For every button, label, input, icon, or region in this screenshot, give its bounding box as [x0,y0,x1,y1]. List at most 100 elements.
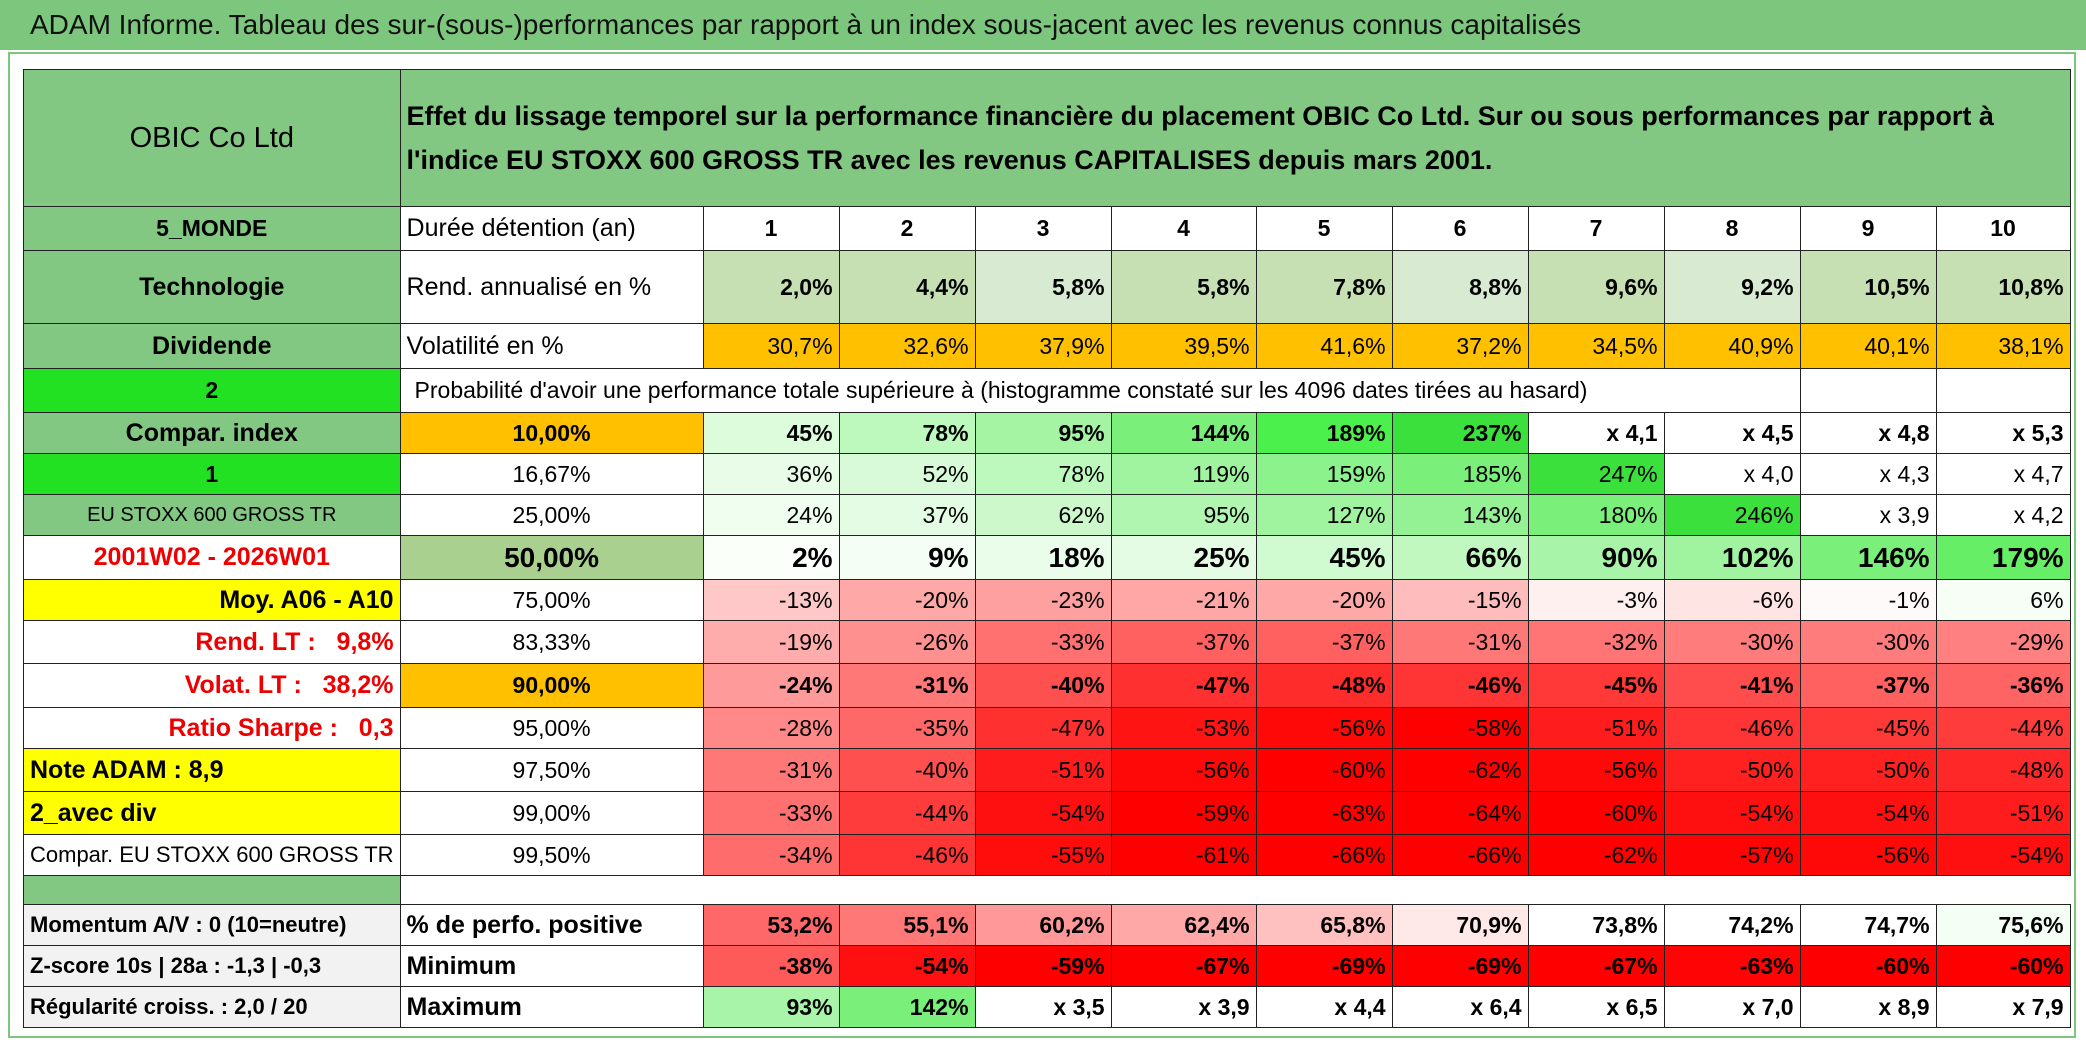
column-header: 3 [974,206,1112,251]
row-label: Compar. EU STOXX 600 GROSS TR [23,834,401,876]
row-label: Compar. index [23,412,401,454]
row-label: Note ADAM : 8,9 [23,748,401,792]
value-cell: x 3,9 [1110,986,1257,1028]
value-cell: x 3,5 [974,986,1112,1028]
value-cell: -54% [838,945,976,987]
value-cell: 2% [702,535,840,580]
column-header: 8 [1663,206,1801,251]
row-name: 97,50% [399,748,704,792]
row-name: Maximum [399,986,704,1028]
column-header: 6 [1391,206,1529,251]
value-cell: 179% [1935,535,2071,580]
column-header: 5 [1255,206,1393,251]
value-cell: -69% [1255,945,1393,987]
value-cell: 8,8% [1391,250,1529,324]
column-header: 4 [1110,206,1257,251]
value-cell: x 5,3 [1935,412,2071,454]
row-label: EU STOXX 600 GROSS TR [23,494,401,536]
value-cell: 73,8% [1527,904,1665,946]
row-label: Volat. LT : 38,2% [23,663,401,708]
value-cell: -69% [1391,945,1529,987]
row-label: Rend. LT : 9,8% [23,620,401,664]
value-cell: -47% [1110,663,1257,708]
value-cell: 25% [1110,535,1257,580]
value-cell: -38% [702,945,840,987]
value-cell: -30% [1663,620,1801,664]
value-cell: 119% [1110,453,1257,495]
row-label: 2001W02 - 2026W01 [23,535,401,580]
value-cell: 10,8% [1935,250,2071,324]
value-cell: 90% [1527,535,1665,580]
value-cell: 95% [1110,494,1257,536]
performance-table: OBIC Co Ltd Effet du lissage temporel sur… [23,69,2071,1028]
value-cell: 37% [838,494,976,536]
value-cell: 78% [974,453,1112,495]
value-cell: 34,5% [1527,323,1665,369]
row-label: Technologie [23,250,401,324]
value-cell: -32% [1527,620,1665,664]
value-cell: 6% [1935,579,2071,621]
row-label: 1 [23,453,401,495]
value-cell: -1% [1799,579,1937,621]
row-name: Volatilité en % [399,323,704,369]
value-cell: x 8,9 [1799,986,1937,1028]
value-cell: -50% [1663,748,1801,792]
row-label: Z-score 10s | 28a : -1,3 | -0,3 [23,945,401,987]
value-cell: -60% [1935,945,2071,987]
value-cell: -46% [1663,707,1801,749]
value-cell: -37% [1799,663,1937,708]
table-row [23,875,2071,905]
table-row: Ratio Sharpe : 0,3 95,00% -28% -35% -47% -53%… [23,707,2071,749]
row-name: Durée détention (an) [399,206,704,251]
value-cell: x 6,4 [1391,986,1529,1028]
value-cell: -53% [1110,707,1257,749]
value-cell: 9,2% [1663,250,1801,324]
row-name: 83,33% [399,620,704,664]
value-cell: 74,7% [1799,904,1937,946]
row-name: Rend. annualisé en % [399,250,704,324]
value-cell: -20% [838,579,976,621]
row-label: Régularité croiss. : 2,0 / 20 [23,986,401,1028]
separator [400,876,2070,905]
value-cell: 32,6% [838,323,976,369]
separator [23,875,401,905]
value-cell: 39,5% [1110,323,1257,369]
value-cell: 9,6% [1527,250,1665,324]
value-cell: -21% [1110,579,1257,621]
row-name: 10,00% [399,412,704,454]
row-name: 99,00% [399,791,704,835]
value-cell: -31% [702,748,840,792]
value-cell: -66% [1391,834,1529,876]
value-cell: 237% [1391,412,1529,454]
value-cell: -33% [702,791,840,835]
value-cell: 2,0% [702,250,840,324]
value-cell: -51% [1935,791,2071,835]
value-cell: 78% [838,412,976,454]
value-cell: -59% [974,945,1112,987]
value-cell: 7,8% [1255,250,1393,324]
table-row: Technologie Rend. annualisé en % 2,0% 4,4% 5… [23,250,2071,324]
value-cell: -56% [1527,748,1665,792]
value-cell: x 4,2 [1935,494,2071,536]
value-cell: -63% [1255,791,1393,835]
row-label: Moy. A06 - A10 [23,579,401,621]
value-cell: 95% [974,412,1112,454]
value-cell: -67% [1110,945,1257,987]
value-cell: x 4,4 [1255,986,1393,1028]
value-cell: 62% [974,494,1112,536]
value-cell: -59% [1110,791,1257,835]
value-cell: 185% [1391,453,1529,495]
column-header: 2 [838,206,976,251]
value-cell: 40,1% [1799,323,1937,369]
table-row: 1 16,67% 36% 52% 78% 119% 159% 185% 247% x 4,0 x 4… [23,453,2071,495]
column-header: 7 [1527,206,1665,251]
value-cell: 9% [838,535,976,580]
value-cell: -62% [1391,748,1529,792]
table-row: 2_avec div 99,00% -33% -44% -54% -59% -63% -64%… [23,791,2071,835]
value-cell: x 3,9 [1799,494,1937,536]
row-name: 95,00% [399,707,704,749]
value-cell: -63% [1663,945,1801,987]
value-cell: -60% [1527,791,1665,835]
value-cell: 41,6% [1255,323,1393,369]
value-cell: 55,1% [838,904,976,946]
